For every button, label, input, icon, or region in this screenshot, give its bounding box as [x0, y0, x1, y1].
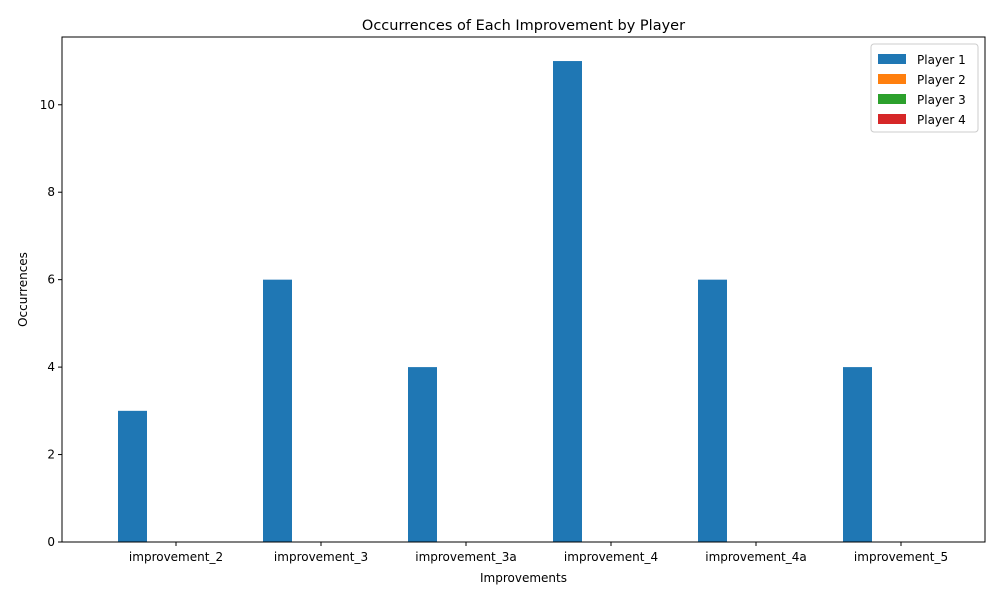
legend: Player 1 Player 2 Player 3 Player 4	[870, 43, 979, 133]
legend-swatch-player-1	[878, 54, 906, 64]
x-tick-label: improvement_2	[129, 550, 223, 564]
y-tick-label: 8	[47, 185, 55, 199]
x-axis-label: Improvements	[480, 571, 567, 585]
legend-box	[870, 43, 979, 133]
bar-player-1-improvement_4a	[698, 279, 727, 542]
plot-frame	[61, 36, 986, 543]
x-tick-label: improvement_5	[854, 550, 948, 564]
x-axis: improvement_2 improvement_3 improvement_3a…	[129, 542, 948, 564]
legend-swatch-player-3	[878, 94, 906, 104]
y-tick-label: 2	[47, 448, 55, 462]
bar-player-1-improvement_3	[263, 279, 292, 542]
y-tick-label: 4	[47, 360, 55, 374]
bar-player-1-improvement_4	[553, 61, 582, 543]
y-axis-label: Occurrences	[16, 252, 30, 327]
legend-label: Player 4	[917, 113, 966, 127]
chart-title: Occurrences of Each Improvement by Playe…	[362, 18, 685, 34]
y-axis: 0 2 4 6 8 10	[40, 98, 62, 549]
y-tick-label: 10	[40, 98, 55, 112]
bar-player-1-improvement_2	[118, 410, 147, 542]
y-tick-label: 0	[47, 535, 55, 549]
legend-label: Player 2	[917, 73, 966, 87]
x-tick-label: improvement_4	[564, 550, 658, 564]
x-tick-label: improvement_3	[274, 550, 368, 564]
legend-label: Player 3	[917, 93, 966, 107]
x-tick-label: improvement_3a	[415, 550, 517, 564]
legend-swatch-player-4	[878, 114, 906, 124]
bar-player-1-improvement_5	[843, 367, 872, 542]
bar-player-1-improvement_3a	[408, 367, 437, 542]
bars-layer	[118, 61, 872, 543]
y-tick-label: 6	[47, 273, 55, 287]
legend-label: Player 1	[917, 53, 966, 67]
legend-swatch-player-2	[878, 74, 906, 84]
x-tick-label: improvement_4a	[705, 550, 807, 564]
